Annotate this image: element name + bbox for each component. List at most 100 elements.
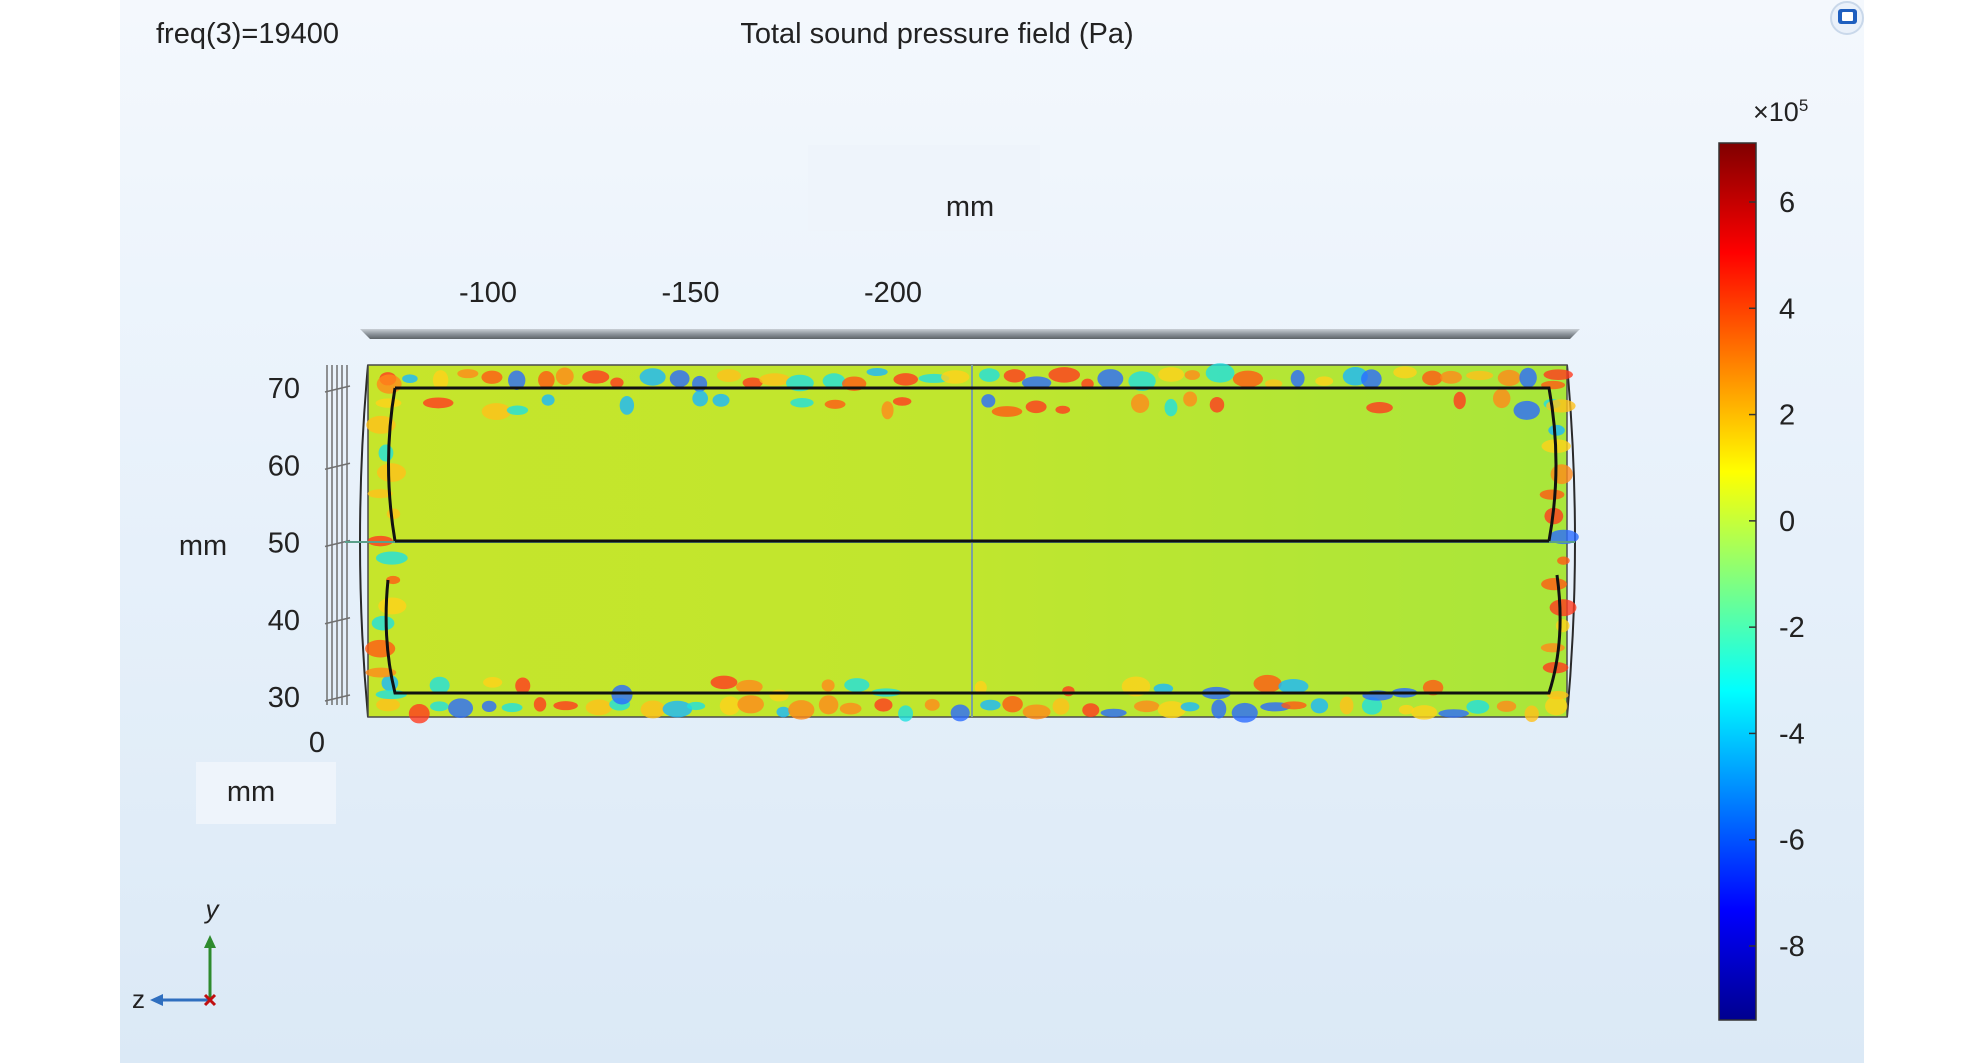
field-hotspot [1264, 379, 1283, 389]
field-hotspot [386, 575, 401, 585]
field-hotspot [1211, 699, 1227, 719]
colorbar-tick-label: 6 [1779, 187, 1795, 219]
field-hotspot [874, 698, 893, 712]
field-hotspot [1453, 391, 1466, 410]
field-hotspot [710, 675, 738, 690]
field-hotspot [365, 639, 396, 658]
field-hotspot [457, 369, 479, 379]
field-hotspot [866, 367, 888, 377]
field-hotspot [1393, 366, 1417, 379]
field-hotspot [980, 699, 1001, 711]
field-hotspot [1048, 367, 1081, 383]
field-hotspot [429, 676, 450, 694]
colorbar-tick-label: -4 [1779, 718, 1805, 750]
field-hotspot [1022, 704, 1051, 720]
field-hotspot [432, 370, 449, 390]
field-hotspot [692, 375, 708, 392]
y-axis: 70 60 50 40 30 mm [179, 365, 351, 714]
field-hotspot [719, 696, 741, 716]
y-tick-label: 30 [268, 682, 300, 714]
triad-y-label: y [204, 894, 221, 924]
x-axis-label: mm [946, 191, 994, 223]
field-hotspot [483, 677, 503, 688]
field-hotspot [1540, 643, 1565, 653]
field-hotspot [1310, 698, 1329, 714]
field-hotspot [1547, 691, 1569, 700]
field-hotspot [381, 675, 399, 692]
field-hotspot [481, 403, 511, 421]
field-hotspot [1539, 489, 1565, 500]
field-hotspot [538, 370, 555, 389]
field-hotspot [371, 615, 395, 631]
field-hotspot [1025, 400, 1047, 414]
field-hotspot [533, 697, 547, 712]
field-hotspot [611, 684, 633, 705]
field-hotspot [1411, 705, 1438, 720]
field-hotspot [1361, 697, 1383, 715]
field-hotspot [585, 699, 613, 716]
field-hotspot [1524, 705, 1539, 723]
field-hotspot [1519, 367, 1537, 388]
field-hotspot [1183, 391, 1198, 407]
field-hotspot [375, 551, 408, 565]
field-hotspot [692, 390, 709, 407]
field-hotspot [515, 677, 531, 694]
triad-z-label: z [132, 984, 145, 1014]
field-hotspot [662, 700, 693, 718]
field-hotspot [712, 393, 730, 407]
field-hotspot [950, 704, 970, 722]
field-hotspot [1496, 700, 1517, 712]
field-hotspot [981, 394, 996, 408]
field-hotspot [1278, 679, 1309, 694]
field-hotspot [506, 405, 529, 415]
field-hotspot [892, 397, 912, 406]
field-hotspot [1153, 683, 1174, 694]
field-hotspot [1158, 367, 1185, 382]
field-hotspot [1541, 578, 1568, 591]
field-hotspot [1097, 369, 1124, 389]
field-hotspot [821, 679, 835, 692]
field-hotspot [1339, 696, 1354, 715]
field-hotspot [1548, 424, 1565, 436]
axis-triad: y z [132, 894, 221, 1014]
field-hotspot [1497, 369, 1521, 386]
field-hotspot [686, 701, 706, 711]
y-tick-labels: 70 60 50 40 30 [268, 373, 300, 714]
field-hotspot [1157, 701, 1186, 719]
view-icon[interactable] [1830, 1, 1864, 35]
field-hotspot [408, 703, 430, 724]
field-hotspot [776, 706, 791, 718]
field-hotspot [1466, 699, 1490, 714]
field-hotspot [1492, 388, 1511, 409]
field-hotspot [924, 698, 940, 711]
field-hotspot [1398, 704, 1414, 715]
y-tick-label: 50 [268, 528, 300, 560]
colorbar-tick-label: -6 [1779, 825, 1805, 857]
plot-svg: freq(3)=19400 Total sound pressure field… [132, 1, 1864, 1021]
field-hotspot [941, 370, 970, 384]
field-hotspot [619, 396, 635, 415]
field-hotspot [788, 700, 815, 720]
x-tick-labels: -100 -150 -200 [459, 277, 922, 309]
field-hotspot [1021, 376, 1052, 390]
field-hotspot [1100, 708, 1127, 717]
x-tick-label: -100 [459, 277, 517, 309]
plot-title: Total sound pressure field (Pa) [740, 18, 1133, 50]
colorbar-tick-label: -2 [1779, 612, 1805, 644]
field-hotspot [769, 689, 789, 702]
y-tick-label: 60 [268, 450, 300, 482]
field-hotspot [610, 377, 624, 388]
field-hotspot [1180, 702, 1200, 712]
field-hotspot [376, 374, 402, 394]
field-hotspot [759, 373, 791, 386]
field-hotspot [1555, 619, 1570, 633]
plot-canvas[interactable]: freq(3)=19400 Total sound pressure field… [120, 0, 1864, 1063]
z-axis: 0 mm [196, 727, 336, 824]
field-hotspot [737, 695, 764, 714]
field-hotspot [375, 398, 402, 408]
x-axis-label-box [808, 145, 1040, 231]
field-hotspot [378, 597, 407, 615]
field-hotspot [1133, 700, 1160, 713]
inner-boundary-lower [384, 574, 1562, 695]
field-hotspot [1002, 695, 1023, 713]
